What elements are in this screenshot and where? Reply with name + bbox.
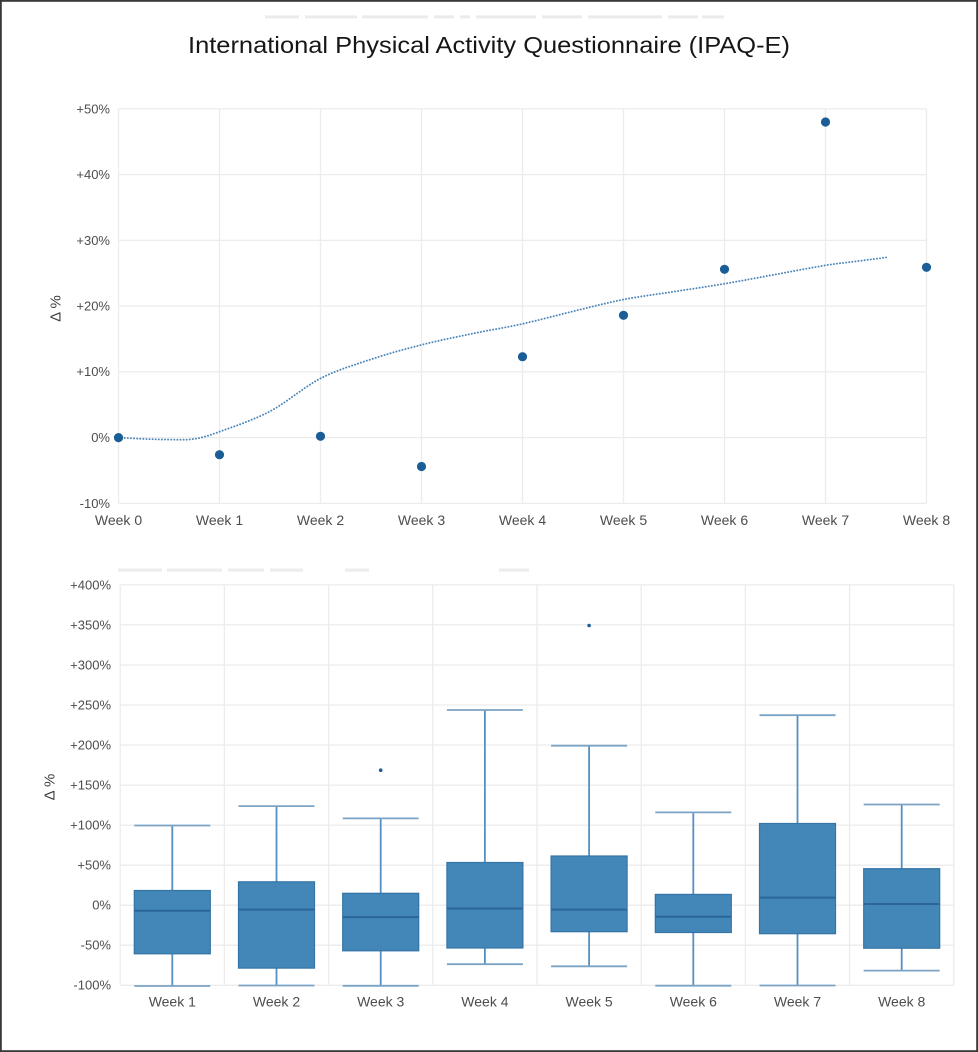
svg-text:Week 3: Week 3: [357, 994, 404, 1010]
svg-text:+400%: +400%: [70, 577, 111, 592]
svg-text:+250%: +250%: [70, 697, 111, 712]
svg-text:Δ %: Δ %: [42, 774, 59, 801]
svg-text:+350%: +350%: [70, 617, 111, 632]
svg-text:Week 5: Week 5: [565, 994, 612, 1010]
svg-text:+300%: +300%: [70, 657, 111, 672]
svg-text:Week 0: Week 0: [95, 512, 142, 528]
svg-text:+50%: +50%: [76, 101, 110, 116]
svg-text:Week 7: Week 7: [802, 512, 849, 528]
svg-text:-10%: -10%: [80, 496, 111, 511]
svg-text:Week 7: Week 7: [774, 994, 821, 1010]
svg-text:Week 4: Week 4: [461, 994, 508, 1010]
svg-text:+50%: +50%: [77, 858, 111, 873]
svg-text:+200%: +200%: [70, 737, 111, 752]
svg-text:Week 8: Week 8: [903, 512, 950, 528]
svg-text:+40%: +40%: [76, 167, 110, 182]
svg-text:0%: 0%: [92, 898, 111, 913]
svg-text:-100%: -100%: [73, 978, 111, 993]
svg-text:+10%: +10%: [76, 364, 110, 379]
svg-text:+30%: +30%: [76, 233, 110, 248]
svg-text:Week 2: Week 2: [253, 994, 300, 1010]
svg-text:Week 5: Week 5: [600, 512, 647, 528]
svg-text:Week 4: Week 4: [499, 512, 546, 528]
svg-text:International Physical Activit: International Physical Activity Question…: [188, 32, 790, 58]
svg-text:-50%: -50%: [81, 938, 112, 953]
svg-text:+20%: +20%: [76, 299, 110, 314]
svg-text:Week 3: Week 3: [398, 512, 445, 528]
svg-text:Week 6: Week 6: [701, 512, 748, 528]
svg-text:Week 1: Week 1: [196, 512, 243, 528]
svg-text:Week 8: Week 8: [878, 994, 925, 1010]
svg-text:Week 2: Week 2: [297, 512, 344, 528]
svg-text:0%: 0%: [91, 430, 110, 445]
svg-text:Week 1: Week 1: [149, 994, 196, 1010]
svg-text:+100%: +100%: [70, 818, 111, 833]
svg-text:Δ %: Δ %: [48, 295, 65, 322]
svg-text:+150%: +150%: [70, 778, 111, 793]
svg-text:Week 6: Week 6: [670, 994, 717, 1010]
